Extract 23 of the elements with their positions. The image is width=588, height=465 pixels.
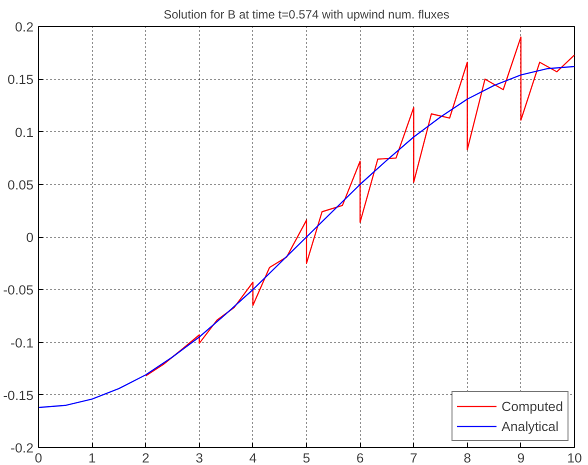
y-tick-label: -0.15 — [3, 388, 34, 403]
y-tick-label: -0.2 — [10, 440, 34, 456]
y-tick-label: -0.1 — [10, 335, 34, 350]
y-tick-label: 0.1 — [14, 124, 34, 140]
x-tick-label: 3 — [196, 450, 204, 465]
y-tick-label: 0 — [26, 230, 34, 245]
y-tick-label: 0.15 — [8, 72, 34, 88]
y-tick-label: 0.05 — [8, 177, 34, 192]
x-tick-label: 10 — [567, 450, 582, 465]
x-tick-label: 5 — [302, 450, 310, 465]
x-tick-label: 7 — [410, 450, 418, 465]
x-tick-label: 1 — [88, 450, 96, 465]
y-tick-label: 0.2 — [14, 20, 34, 34]
x-tick-label: 4 — [249, 450, 258, 465]
x-tick-label: 2 — [142, 450, 150, 465]
legend-label: Analytical — [502, 418, 559, 434]
x-tick-label: 9 — [517, 450, 525, 465]
chart-title: Solution for B at time t=0.574 with upwind num. fluxes — [164, 8, 450, 22]
x-tick-label: 6 — [356, 450, 364, 465]
legend-label: Computed — [502, 398, 563, 414]
y-tick-label: -0.05 — [3, 282, 34, 298]
line-series — [145, 36, 574, 377]
x-tick-label: 8 — [464, 450, 472, 465]
